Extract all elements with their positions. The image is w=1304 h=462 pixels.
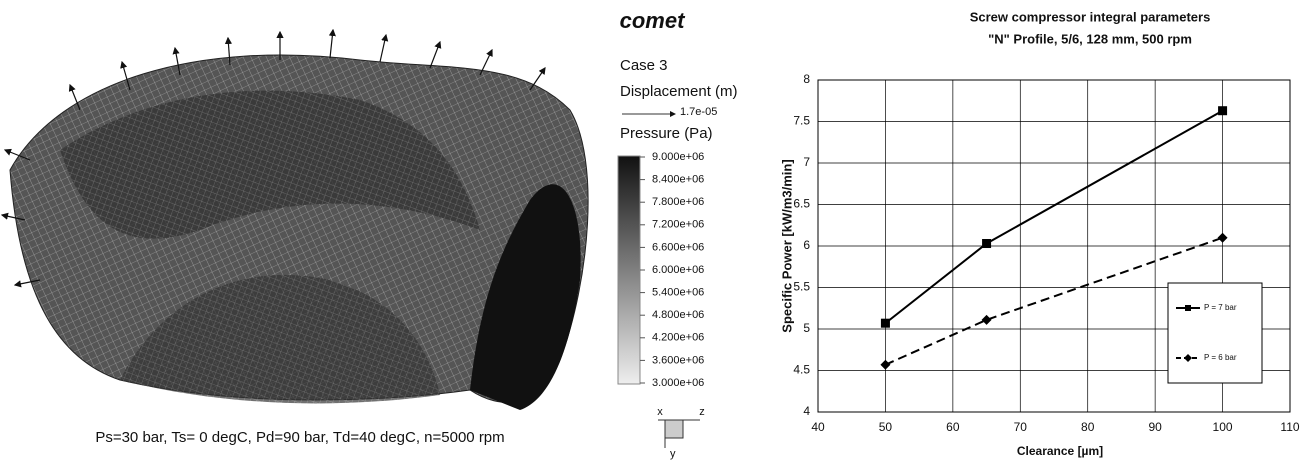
series-line	[885, 236, 1223, 366]
colorbar-tick-label: 4.200e+06	[652, 332, 704, 344]
colorbar-tick-label: 6.600e+06	[652, 241, 704, 253]
case-label: Case 3	[620, 57, 668, 74]
marker	[880, 359, 891, 370]
triad-label: y	[670, 448, 676, 460]
legend-marker	[1184, 354, 1192, 362]
legend-label: P = 6 bar	[1204, 353, 1237, 362]
colorbar-tick-label: 9.000e+06	[652, 151, 704, 163]
y-tick-label: 8	[803, 72, 810, 86]
colorbar	[617, 155, 641, 385]
marker	[1218, 106, 1228, 116]
legend-marker	[1185, 305, 1191, 311]
y-tick-label: 6.5	[793, 197, 810, 211]
pressure-label: Pressure (Pa)	[620, 125, 713, 142]
y-tick-label: 5.5	[793, 280, 810, 294]
axes-triad	[658, 419, 700, 448]
legend-label: P = 7 bar	[1204, 303, 1237, 312]
x-tick-label: 60	[946, 420, 960, 434]
triad-label: x	[657, 406, 663, 418]
marker	[982, 239, 992, 249]
x-axis-label: Clearance [µm]	[1017, 444, 1103, 458]
x-tick-label: 80	[1081, 420, 1095, 434]
colorbar-tick-label: 4.800e+06	[652, 309, 704, 321]
colorbar-tick-label: 7.800e+06	[652, 196, 704, 208]
caption: Ps=30 bar, Ts= 0 degC, Pd=90 bar, Td=40 …	[95, 429, 504, 446]
marker	[880, 318, 890, 328]
y-tick-label: 4.5	[793, 363, 810, 377]
chart-title: Screw compressor integral parameters	[970, 9, 1211, 24]
displacement-label: Displacement (m)	[620, 83, 738, 100]
x-tick-label: 50	[879, 420, 893, 434]
colorbar-tick-label: 7.200e+06	[652, 219, 704, 231]
colorbar-tick-label: 3.600e+06	[652, 354, 704, 366]
x-tick-label: 70	[1014, 420, 1028, 434]
colorbar-tick-label: 3.000e+06	[652, 377, 704, 389]
mesh-image	[0, 28, 589, 410]
marker	[981, 314, 992, 325]
x-tick-label: 40	[811, 420, 825, 434]
x-tick-label: 90	[1148, 420, 1162, 434]
y-tick-label: 7	[803, 155, 810, 169]
colorbar-tick-label: 6.000e+06	[652, 264, 704, 276]
marker	[1217, 232, 1228, 243]
y-tick-label: 6	[803, 238, 810, 252]
logo: comet	[620, 8, 686, 33]
y-tick-label: 4	[803, 404, 810, 418]
triad-label: z	[699, 406, 705, 418]
y-tick-label: 5	[803, 321, 810, 335]
colorbar-tick-label: 5.400e+06	[652, 287, 704, 299]
y-axis-label: Specific Power [kW/m3/min]	[779, 159, 794, 332]
legend-box	[1167, 282, 1263, 384]
x-tick-label: 110	[1280, 420, 1299, 434]
chart-subtitle: "N" Profile, 5/6, 128 mm, 500 rpm	[988, 31, 1192, 46]
x-tick-label: 100	[1213, 420, 1233, 434]
colorbar-tick-label: 8.400e+06	[652, 174, 704, 186]
y-tick-label: 7.5	[793, 114, 810, 128]
displacement-ref: 1.7e-05	[680, 106, 717, 118]
